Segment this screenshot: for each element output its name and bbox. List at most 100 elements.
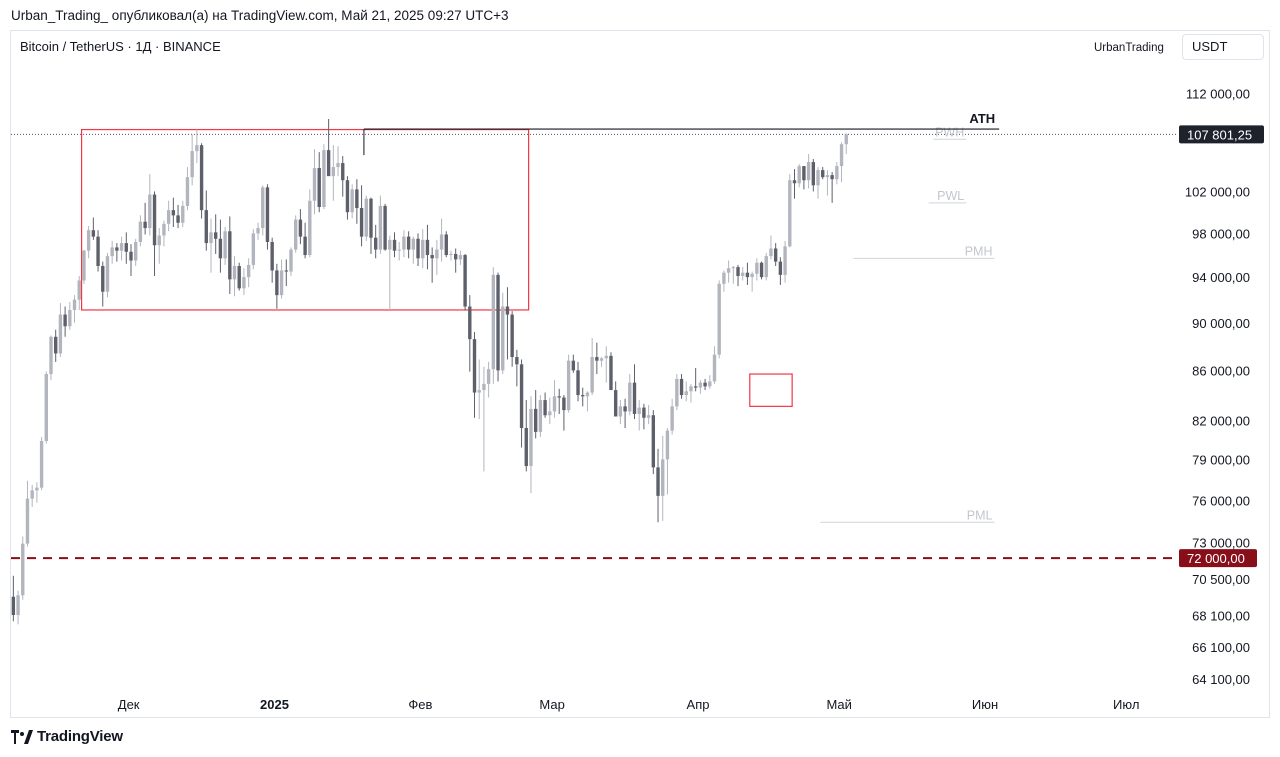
- tradingview-logo[interactable]: TradingView: [11, 728, 123, 745]
- tradingview-brand: TradingView: [37, 728, 123, 745]
- support-badge: [1179, 549, 1257, 568]
- current-price-badge: [1179, 125, 1264, 144]
- candle-body: [355, 189, 359, 209]
- candle-body: [237, 266, 241, 289]
- candle-body: [110, 247, 114, 257]
- level-label-pwl: PWL: [937, 189, 964, 203]
- candle-body: [44, 374, 48, 441]
- support-label: 72 000,00: [1187, 551, 1245, 566]
- candle-body: [524, 428, 528, 467]
- y-tick-label: 94 000,00: [1192, 270, 1250, 285]
- level-label-pml: PML: [967, 508, 993, 522]
- candle-body: [82, 250, 86, 281]
- candle-body: [209, 232, 213, 244]
- candle-body: [369, 198, 373, 238]
- candle-body: [548, 411, 552, 416]
- ath-label: ATH: [969, 111, 995, 126]
- x-tick-label: Июн: [972, 697, 998, 712]
- candle-body: [821, 170, 825, 178]
- candle-body: [665, 430, 670, 460]
- candle-body: [576, 370, 580, 396]
- candle-body: [373, 237, 378, 250]
- x-tick-label: Дек: [118, 697, 140, 712]
- candle-body: [449, 253, 453, 256]
- candle-body: [515, 357, 519, 365]
- candle-body: [773, 248, 778, 262]
- candle-body: [185, 177, 190, 206]
- candle-body: [477, 390, 481, 393]
- candle-body: [581, 395, 585, 397]
- candle-body: [171, 210, 176, 216]
- candle-body: [49, 336, 53, 375]
- y-tick-label: 98 000,00: [1192, 226, 1250, 241]
- candle-body: [693, 386, 698, 388]
- candle-body: [275, 270, 279, 296]
- candle-body: [844, 134, 848, 145]
- candle-body: [811, 162, 816, 186]
- candle-body: [783, 246, 787, 275]
- candle-body: [590, 357, 594, 393]
- candle-body: [628, 382, 632, 412]
- candle-body: [341, 163, 345, 181]
- candle-body: [195, 145, 199, 152]
- candle-body: [218, 238, 223, 259]
- y-tick-label: 64 100,00: [1192, 672, 1250, 687]
- candle-body: [599, 358, 604, 361]
- candle-body: [505, 306, 510, 315]
- range-box-1: [749, 373, 793, 407]
- y-tick-label: 70 500,00: [1192, 572, 1250, 587]
- x-tick-label: Апр: [687, 697, 710, 712]
- candle-body: [463, 255, 467, 307]
- candle-body: [242, 277, 246, 289]
- candle-body: [792, 180, 797, 184]
- candle-body: [397, 249, 401, 251]
- candle-body: [190, 151, 194, 178]
- candle-body: [609, 355, 613, 391]
- candle-body: [124, 243, 128, 252]
- currency-button[interactable]: USDT: [1182, 34, 1264, 60]
- candle-body: [232, 266, 237, 280]
- candle-body: [134, 242, 138, 261]
- candle-body: [406, 236, 411, 250]
- candle-body: [256, 228, 260, 234]
- candle-body: [86, 230, 91, 251]
- candle-body: [392, 239, 397, 251]
- y-tick-label: 76 000,00: [1192, 493, 1250, 508]
- candle-body: [402, 236, 406, 250]
- candle-body: [317, 168, 321, 207]
- candle-body: [566, 360, 571, 411]
- candle-body: [788, 180, 792, 247]
- candle-body: [162, 223, 166, 236]
- candle-body: [552, 396, 557, 412]
- candle-body: [496, 274, 500, 371]
- candle-body: [350, 189, 354, 213]
- x-tick-label: Фев: [408, 697, 432, 712]
- candle-body: [618, 406, 623, 417]
- candle-body: [632, 382, 637, 414]
- y-tick-label: 79 000,00: [1192, 453, 1250, 468]
- candle-body: [538, 400, 543, 432]
- candle-body: [726, 268, 731, 273]
- candle-body: [797, 166, 801, 184]
- candle-body: [646, 415, 651, 418]
- candle-body: [689, 386, 693, 392]
- candle-body: [698, 382, 703, 388]
- symbol-title[interactable]: Bitcoin / TetherUS · 1Д · BINANCE: [20, 39, 221, 54]
- candle-body: [543, 400, 547, 416]
- candle-body: [54, 336, 58, 354]
- candle-body: [519, 364, 524, 429]
- candle-body: [435, 249, 439, 259]
- candle-body: [421, 239, 425, 259]
- candle-body: [529, 408, 533, 467]
- candle-body: [835, 166, 839, 180]
- candle-body: [745, 272, 750, 278]
- candle-body: [383, 205, 387, 250]
- candle-body: [326, 150, 331, 177]
- candle-body: [613, 390, 618, 417]
- candle-body: [816, 170, 820, 186]
- y-tick-label: 86 000,00: [1192, 364, 1250, 379]
- candle-body: [755, 262, 759, 274]
- candle-body: [378, 205, 383, 250]
- candle-body: [585, 392, 590, 397]
